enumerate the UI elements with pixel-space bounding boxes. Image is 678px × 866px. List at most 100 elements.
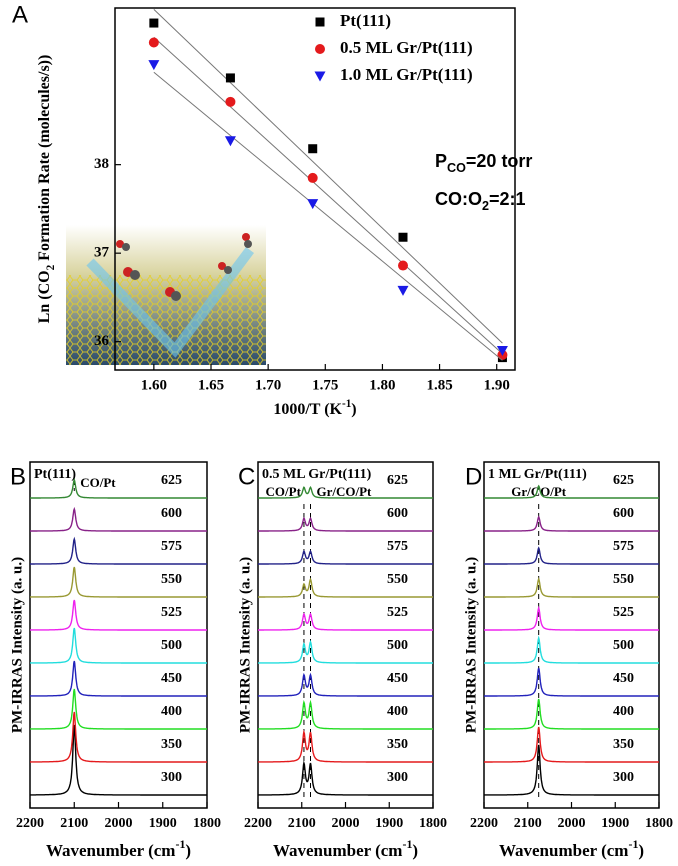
legend-marker xyxy=(315,44,325,54)
spectrum xyxy=(258,516,433,532)
spectrum xyxy=(30,536,207,565)
x-tick-label: 1900 xyxy=(375,816,403,831)
x-axis-label-main: Wavenumber (cm xyxy=(499,841,629,860)
data-point xyxy=(148,37,159,48)
spectrum xyxy=(30,688,207,730)
trace-label: 400 xyxy=(387,704,408,719)
spectrum xyxy=(30,660,207,697)
x-tick-label: 1.80 xyxy=(369,377,395,393)
x-tick-label: 1.70 xyxy=(255,377,281,393)
trace-label: 450 xyxy=(387,671,408,686)
annotation-sub: CO xyxy=(447,161,466,175)
trace-label: 350 xyxy=(161,737,182,752)
x-tick-label: 2100 xyxy=(288,816,316,831)
fit-line xyxy=(153,71,503,361)
spectrum xyxy=(258,612,433,631)
trace-label: 600 xyxy=(613,506,634,521)
trace-label: 600 xyxy=(161,506,182,521)
x-axis-label-main: Wavenumber (cm xyxy=(46,841,176,860)
annotation-sub: 2 xyxy=(482,199,489,213)
spectrum xyxy=(30,478,207,499)
panel-subtitle: Pt(111) xyxy=(34,467,76,482)
spectrum xyxy=(258,486,433,499)
spectrum xyxy=(258,729,433,763)
legend-label: 1.0 ML Gr/Pt(111) xyxy=(340,65,473,84)
legend-label: 0.5 ML Gr/Pt(111) xyxy=(340,38,473,57)
trace-label: 575 xyxy=(387,539,408,554)
trace-label: 500 xyxy=(387,638,408,653)
annotation: CO:O2=2:1 xyxy=(435,189,526,214)
x-axis-label-end: ) xyxy=(185,841,191,860)
panel-subtitle: 0.5 ML Gr/Pt(111) xyxy=(262,467,372,482)
trace-label: 550 xyxy=(613,572,634,587)
x-tick-label: 1.75 xyxy=(312,377,338,393)
data-point xyxy=(149,18,159,28)
trace-label: 550 xyxy=(387,572,408,587)
x-axis-label-main: Wavenumber (cm xyxy=(273,841,403,860)
trace-label: 525 xyxy=(613,605,634,620)
x-tick-label: 2000 xyxy=(105,816,133,831)
legend-marker xyxy=(314,71,326,82)
trace-label: 400 xyxy=(161,704,182,719)
x-tick-label: 2100 xyxy=(514,816,542,831)
spectrum xyxy=(484,515,659,532)
spectrum xyxy=(484,744,659,796)
trace-label: 525 xyxy=(387,605,408,620)
annotation-main: P xyxy=(435,151,447,171)
x-axis-label-sup: -1 xyxy=(402,837,412,851)
legend-marker xyxy=(315,17,325,27)
spectrum xyxy=(258,699,433,730)
data-point xyxy=(397,285,409,296)
data-point xyxy=(224,136,236,147)
spectrum xyxy=(30,627,207,664)
annotation: PCO=20 torr xyxy=(435,151,532,176)
y-axis-label: PM-IRRAS Intensity (a. u.) xyxy=(9,557,25,733)
annotation-main: CO:O xyxy=(435,189,482,209)
x-axis-label-sup: -1 xyxy=(175,837,185,851)
x-axis-label: Wavenumber (cm-1) xyxy=(273,837,418,860)
panel-letter: C xyxy=(238,463,255,490)
spectrum xyxy=(30,711,207,763)
trace-label: 450 xyxy=(613,671,634,686)
data-point xyxy=(496,346,508,357)
x-tick-label: 2000 xyxy=(332,816,360,831)
spectrum xyxy=(258,549,433,565)
panel-letter: A xyxy=(12,1,28,28)
y-tick-label: 38 xyxy=(94,156,109,172)
x-tick-label: 1800 xyxy=(645,816,673,831)
trace-label: 575 xyxy=(613,539,634,554)
spectrum xyxy=(484,698,659,730)
x-tick-label: 2200 xyxy=(244,816,272,831)
panel-letter: D xyxy=(465,463,482,490)
x-axis-label-sup: -1 xyxy=(628,837,638,851)
data-point xyxy=(307,172,318,183)
spectrum xyxy=(484,667,659,697)
data-point xyxy=(307,199,319,210)
y-axis-label: Ln (CO2 Formation Rate (molecules/s)) xyxy=(36,55,57,324)
data-point xyxy=(308,144,318,154)
plot-frame xyxy=(114,7,516,371)
peak-label: Gr/CO/Pt xyxy=(511,484,567,499)
y-axis-label-end: Formation Rate (molecules/s)) xyxy=(36,55,53,265)
x-axis-label: Wavenumber (cm-1) xyxy=(46,837,191,860)
peak-label: CO/Pt xyxy=(266,484,302,499)
spectrum xyxy=(484,484,659,499)
fit-line xyxy=(153,36,503,355)
x-tick-label: 2000 xyxy=(558,816,586,831)
spectrum xyxy=(30,506,207,532)
data-point xyxy=(398,260,408,271)
annotation-end: =2:1 xyxy=(489,189,526,209)
spectrum xyxy=(258,760,433,796)
trace-label: 400 xyxy=(613,704,634,719)
trace-label: 625 xyxy=(613,473,634,488)
trace-label: 625 xyxy=(161,473,182,488)
x-axis-label: Wavenumber (cm-1) xyxy=(499,837,644,860)
annotation-end: =20 torr xyxy=(466,151,533,171)
y-axis-label-sub: 2 xyxy=(45,264,57,270)
x-axis-label-sup: -1 xyxy=(342,398,352,410)
x-axis-label-end: ) xyxy=(412,841,418,860)
trace-label: 300 xyxy=(613,770,634,785)
data-point xyxy=(225,73,235,83)
x-tick-label: 2200 xyxy=(16,816,44,831)
x-axis-label: 1000/T (K-1) xyxy=(273,398,356,418)
